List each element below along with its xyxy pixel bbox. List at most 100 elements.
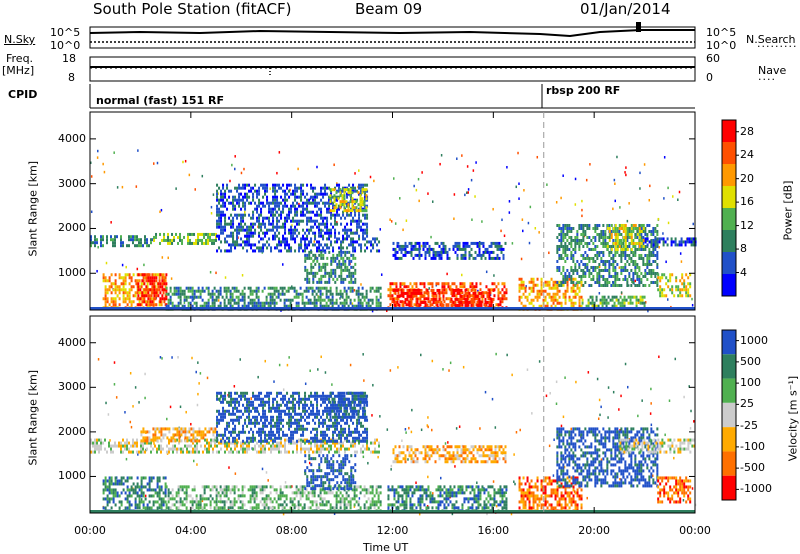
power-cell [128, 244, 130, 248]
power-cell [191, 289, 194, 293]
power-cell [612, 256, 615, 260]
cpid-label: CPID [8, 88, 38, 101]
power-cell [156, 288, 159, 292]
velocity-cell [142, 447, 144, 451]
velocity-cell [176, 430, 179, 434]
power-cell [488, 294, 491, 298]
power-cell [147, 288, 150, 292]
power-cell [161, 276, 164, 280]
power-cell [269, 292, 272, 296]
velocity-speck [426, 505, 429, 508]
power-cell [650, 268, 653, 272]
power-cell [315, 301, 318, 305]
power-cell [207, 286, 210, 290]
power-cell [580, 253, 583, 257]
velocity-cell [106, 479, 109, 483]
velocity-speck [115, 476, 118, 479]
power-cell [449, 288, 452, 292]
power-cell [632, 253, 635, 257]
power-cell [292, 228, 295, 232]
velocity-cell [236, 441, 238, 445]
power-cell [222, 210, 225, 214]
power-cell [420, 253, 423, 257]
power-cell [452, 291, 455, 295]
power-cell [342, 213, 345, 217]
power-cell [338, 262, 341, 266]
power-cell [568, 235, 571, 239]
power-cell [450, 297, 453, 301]
power-cell [602, 244, 605, 248]
power-cell [323, 286, 326, 290]
power-cell [522, 280, 525, 284]
power-cell [266, 216, 269, 220]
power-cell [253, 301, 256, 305]
power-cell [296, 201, 299, 205]
power-cell [605, 298, 608, 302]
power-cell [554, 292, 557, 296]
power-cell [153, 279, 156, 283]
power-cell [161, 285, 164, 289]
power-cell [604, 262, 607, 266]
power-cell [392, 241, 395, 245]
power-speck [291, 285, 293, 288]
velocity-speck [267, 479, 269, 482]
power-cell [220, 225, 223, 229]
power-cell [220, 222, 223, 226]
power-speck [389, 218, 391, 221]
power-cell [322, 222, 325, 226]
velocity-cell [192, 427, 195, 431]
power-cell [130, 300, 133, 304]
velocity-speck [304, 382, 307, 386]
power-cell [314, 198, 317, 202]
velocity-cell [154, 436, 157, 440]
power-cell [608, 250, 611, 254]
velocity-cell [194, 439, 197, 443]
power-cell [439, 303, 442, 307]
power-cell [626, 277, 629, 281]
power-cell [630, 229, 633, 233]
power-speck [467, 188, 470, 191]
power-cell [228, 216, 231, 220]
power-speck [678, 190, 681, 194]
power-cell [532, 277, 535, 281]
power-cell [613, 295, 616, 299]
power-cell [394, 256, 397, 260]
power-cell [246, 237, 249, 241]
power-cell [445, 288, 448, 292]
power-cell [298, 195, 301, 199]
power-cell [638, 274, 641, 278]
power-cell [308, 198, 311, 202]
power-cell [360, 183, 363, 187]
power-cell [482, 253, 485, 257]
power-cell [442, 294, 445, 298]
power-cell [276, 210, 279, 214]
power-cell [548, 295, 551, 299]
velocity-cell [148, 441, 150, 445]
power-cell [175, 292, 178, 296]
power-cell [634, 268, 637, 272]
power-cell [570, 253, 573, 257]
power-cell [392, 297, 395, 301]
power-cell [419, 282, 422, 286]
power-cell [338, 246, 341, 250]
power-cell [652, 243, 655, 247]
power-cell [376, 243, 379, 247]
power-cell [661, 291, 664, 295]
power-cell [258, 216, 261, 220]
power-cell [310, 256, 313, 260]
power-cell [424, 253, 427, 257]
power-cell [257, 301, 260, 305]
power-cell [574, 241, 577, 245]
power-cell [618, 223, 621, 227]
power-cell [464, 250, 467, 254]
power-cell [330, 201, 333, 205]
power-cell [489, 297, 492, 301]
velocity-speck [442, 368, 444, 371]
power-cell [339, 292, 342, 296]
power-cell [330, 259, 333, 263]
power-cell [341, 194, 344, 198]
power-cell [454, 300, 457, 304]
power-cell [342, 234, 345, 238]
power-speck [282, 263, 284, 266]
power-cell [426, 250, 429, 254]
